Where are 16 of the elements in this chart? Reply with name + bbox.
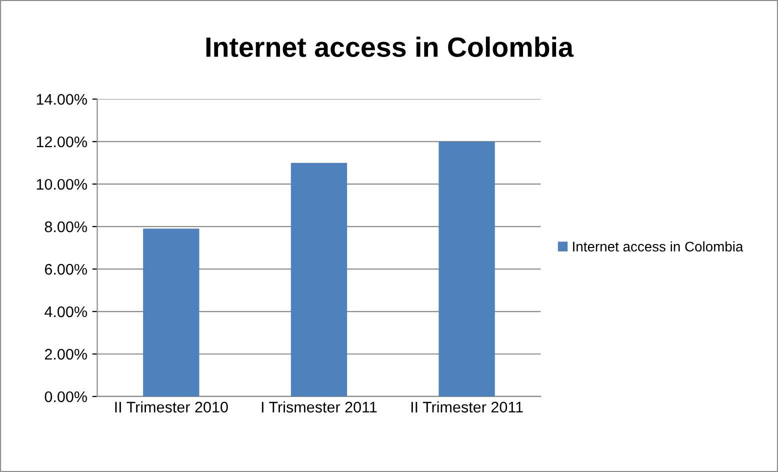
- y-tick-label: 2.00%: [44, 348, 87, 360]
- y-tick-label: 10.00%: [36, 178, 87, 190]
- x-tick-label: II Trimester 2011: [411, 401, 523, 413]
- bar: [438, 142, 495, 396]
- y-tick-label: 0.00%: [44, 391, 87, 402]
- x-tick-label: II Trimester 2010: [115, 401, 228, 413]
- x-tick-label: I Trismester 2011: [262, 401, 377, 413]
- bar: [143, 228, 200, 396]
- y-tick-label: 6.00%: [44, 264, 87, 275]
- y-tick-label: 4.00%: [44, 306, 87, 318]
- legend-label: Internet access in Colombia: [573, 241, 744, 252]
- y-tick-label: 14.00%: [36, 94, 87, 105]
- y-tick-label: 8.00%: [44, 221, 87, 232]
- chart-title: Internet access in Colombia: [206, 36, 574, 58]
- bar: [290, 162, 348, 396]
- y-tick-label: 12.00%: [36, 136, 87, 148]
